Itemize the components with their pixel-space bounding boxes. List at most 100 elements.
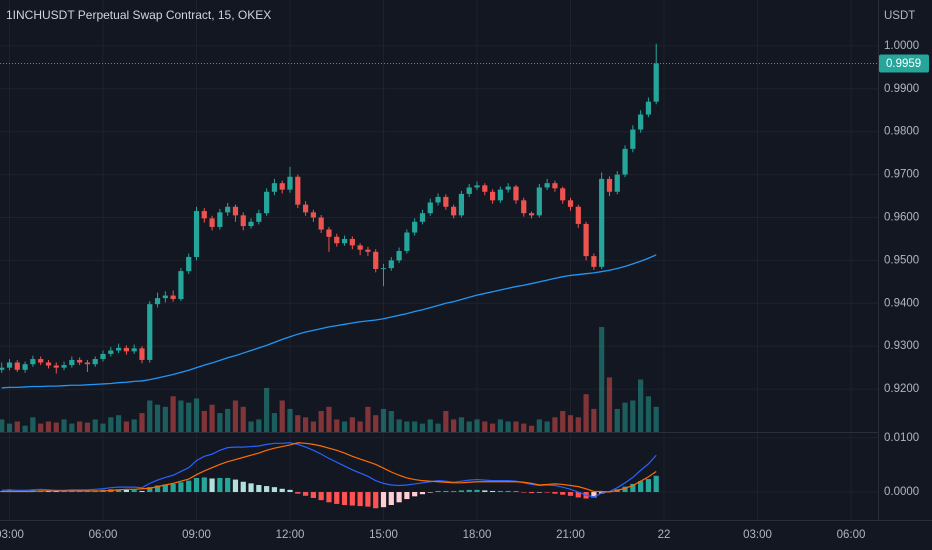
volume-bar — [217, 413, 223, 432]
candle-body — [6, 362, 13, 368]
macd-histogram-bar — [373, 492, 379, 509]
macd-histogram-bar — [201, 477, 207, 493]
candle-body — [645, 101, 652, 115]
candle-body — [77, 359, 83, 363]
volume-bar — [404, 421, 410, 432]
candle-body — [30, 359, 36, 365]
macd-histogram-bar — [388, 492, 394, 506]
candle-body — [193, 211, 200, 257]
x-tick-label: 12:00 — [276, 529, 305, 541]
macd-histogram-bar — [505, 490, 511, 493]
candle-body — [131, 348, 137, 352]
volume-bar — [341, 421, 348, 432]
macd-histogram-bar — [474, 489, 480, 493]
candle-body — [147, 304, 153, 360]
macd-histogram-bar — [357, 492, 363, 507]
volume-bar — [497, 419, 503, 432]
macd-histogram-bar — [630, 483, 636, 493]
volume-bar — [653, 406, 659, 432]
x-tick-label: 18:00 — [463, 529, 492, 541]
candle-body — [326, 229, 332, 237]
macd-histogram-bar — [209, 478, 215, 493]
volume-bar — [248, 421, 254, 432]
x-tick-label: 15:00 — [369, 529, 398, 541]
macd-histogram-bar — [521, 492, 527, 493]
candle-body — [451, 206, 457, 216]
candle-body — [295, 176, 301, 205]
candle-body — [412, 221, 418, 233]
candle-body — [489, 191, 496, 201]
x-tick-label: 03:00 — [0, 529, 24, 541]
volume-bar — [108, 417, 114, 432]
y-tick-label: 0.9400 — [884, 297, 919, 309]
volume-bar — [45, 421, 52, 432]
volume-bar — [84, 422, 91, 432]
volume-bar — [591, 408, 597, 432]
volume-bar — [349, 417, 355, 432]
candle-body — [217, 212, 223, 227]
candle-body — [653, 63, 659, 102]
candle-body — [84, 362, 91, 365]
macd-histogram-bar — [162, 484, 168, 493]
volume-bar — [606, 377, 613, 432]
candle-body — [513, 186, 519, 201]
chart-title: 1INCHUSDT Perpetual Swap Contract, 15, O… — [6, 8, 271, 22]
candle-body — [404, 232, 410, 251]
volume-bar — [271, 413, 278, 432]
x-tick-label: 09:00 — [182, 529, 211, 541]
macd-histogram-bar — [123, 489, 129, 493]
macd-histogram-bar — [513, 491, 519, 493]
volume-bar — [38, 423, 44, 432]
volume-bar — [287, 408, 293, 432]
volume-bar — [466, 421, 472, 432]
volume-bar — [575, 417, 581, 432]
candle-body — [458, 193, 465, 216]
volume-bar — [6, 423, 13, 432]
macd-histogram-bar — [380, 492, 387, 508]
grid — [0, 0, 878, 520]
x-tick-label: 03:00 — [743, 529, 772, 541]
volume-bar — [240, 406, 246, 432]
candle-body — [466, 187, 472, 194]
candle-body — [583, 223, 589, 257]
macd-histogram-bar — [302, 492, 309, 496]
volume-bar — [310, 421, 316, 432]
volume-bar — [22, 425, 28, 432]
volume-bar — [451, 419, 457, 432]
volume-bar — [162, 406, 168, 432]
candle-body — [365, 249, 371, 252]
macd-histogram-bar — [419, 492, 426, 495]
volume-bar — [232, 400, 239, 432]
volume-bar — [0, 419, 5, 432]
candle-body — [45, 362, 52, 366]
macd-histogram-bar — [560, 492, 566, 495]
macd-histogram-bar — [427, 492, 433, 493]
candle-body — [178, 271, 184, 300]
volume-bar — [567, 415, 574, 432]
volume-bar — [30, 417, 36, 432]
candle-body — [521, 200, 527, 214]
y-tick-label: 0.9300 — [884, 340, 919, 352]
marks — [0, 43, 878, 509]
macd-histogram-bar — [466, 489, 472, 493]
macd-histogram-bar — [349, 492, 355, 506]
candle-body — [264, 191, 270, 214]
macd-histogram-bar — [186, 480, 192, 493]
macd-histogram-bar — [443, 490, 449, 493]
macd-histogram-bar — [170, 483, 176, 493]
volume-bar — [201, 411, 207, 432]
candle-body — [599, 178, 605, 267]
volume-bar — [256, 419, 262, 432]
volume-bar — [92, 419, 98, 432]
candle-body — [474, 185, 480, 188]
candle-body — [139, 348, 145, 360]
candle-body — [170, 295, 176, 300]
volume-bar — [599, 327, 605, 432]
volume-bar — [178, 400, 184, 432]
volume-bar — [279, 400, 285, 432]
volume-bar — [583, 394, 589, 432]
volume-bar — [77, 421, 83, 432]
macd-histogram-bar — [544, 492, 550, 493]
candle-body — [443, 196, 449, 207]
